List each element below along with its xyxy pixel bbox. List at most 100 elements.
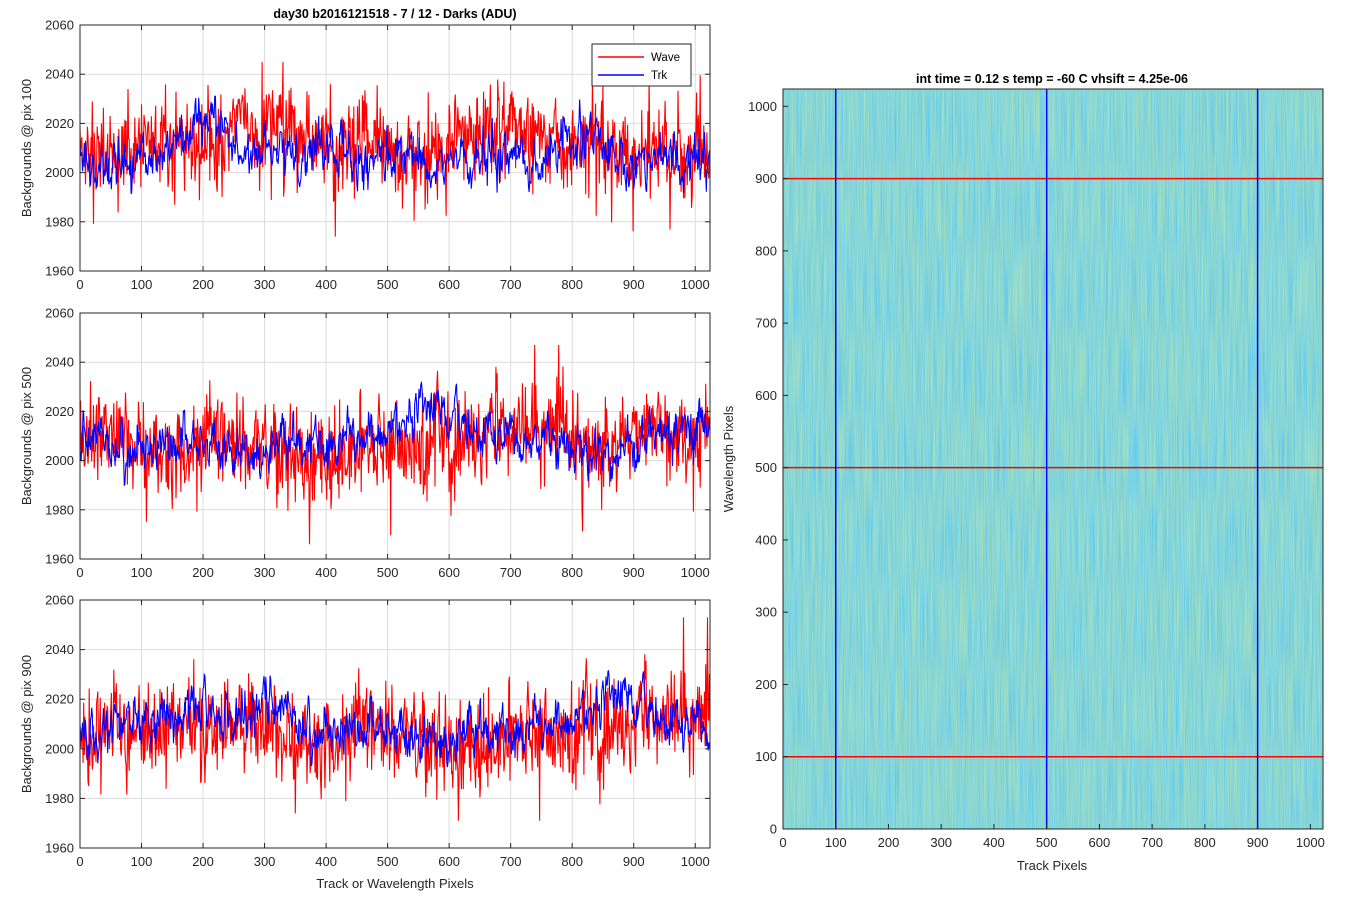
- line-panel-3: 0 100 200 300 400 500 600 700 800 900 1000 1960 1980…: [19, 593, 711, 891]
- xtick-label: 900: [623, 854, 645, 869]
- panel2-ylabel: Backgrounds @ pix 500: [19, 367, 34, 505]
- xtick-label: 0: [76, 565, 83, 580]
- heatmap-xtick-label: 700: [1141, 835, 1163, 850]
- ytick-label: 1960: [45, 552, 74, 567]
- heatmap-ytick-label: 0: [770, 822, 777, 837]
- panel2-axes-box: [79, 312, 711, 560]
- heatmap-axes-box: [782, 88, 1324, 830]
- xtick-label: 100: [131, 277, 153, 292]
- xtick-label: 300: [254, 854, 276, 869]
- heatmap-xtick-label: 900: [1247, 835, 1269, 850]
- ytick-label: 1960: [45, 264, 74, 279]
- line-panel-1: day30 b2016121518 - 7 / 12 - Darks (ADU)…: [19, 7, 711, 292]
- heatmap-xtick-label: 1000: [1296, 835, 1325, 850]
- xtick-label: 400: [315, 854, 337, 869]
- series-trk-line: [80, 380, 710, 486]
- xtick-label: 700: [500, 277, 522, 292]
- xtick-label: 1000: [681, 277, 710, 292]
- ytick-label: 1980: [45, 791, 74, 806]
- heatmap-image: [783, 89, 1323, 829]
- heatmap-ytick-label: 600: [755, 388, 777, 403]
- xtick-label: 800: [561, 565, 583, 580]
- legend-box: [591, 43, 692, 87]
- heatmap-ytick-label: 800: [755, 243, 777, 258]
- ytick-label: 2040: [45, 67, 74, 82]
- xtick-label: 700: [500, 565, 522, 580]
- legend-trk-label: Trk: [651, 70, 667, 82]
- ytick-label: 2040: [45, 355, 74, 370]
- line-panel-2: 0 100 200 300 400 500 600 700 800 900 1000 1960 1980…: [19, 306, 711, 580]
- series-wave-line: [80, 61, 710, 237]
- panel3-ticks: 0 100 200 300 400 500 600 700 800 900 1000 1960 1980…: [45, 593, 710, 869]
- ytick-label: 2060: [45, 306, 74, 321]
- panel3-axes-box: [79, 599, 711, 849]
- panel1-title: day30 b2016121518 - 7 / 12 - Darks (ADU): [273, 7, 516, 21]
- heatmap-xlabel: Track Pixels: [1017, 858, 1088, 873]
- xtick-label: 600: [438, 565, 460, 580]
- ytick-label: 2020: [45, 404, 74, 419]
- panel1-axes-box: [79, 24, 711, 272]
- panel1-ticks: 0 100 200 300 400 500 600 700 800 900 1000 1960 1980…: [45, 18, 710, 292]
- xtick-label: 0: [76, 854, 83, 869]
- xtick-label: 500: [377, 854, 399, 869]
- panel2-series: [80, 344, 710, 545]
- xtick-label: 200: [192, 565, 214, 580]
- series-trk-line: [80, 95, 710, 195]
- xtick-label: 500: [377, 565, 399, 580]
- heatmap-xtick-label: 600: [1089, 835, 1111, 850]
- heatmap-xtick-label: 200: [878, 835, 900, 850]
- panel1-series: [80, 61, 710, 237]
- heatmap-xtick-label: 300: [930, 835, 952, 850]
- heatmap-ytick-label: 1000: [748, 99, 777, 114]
- panel3-xlabel: Track or Wavelength Pixels: [316, 876, 474, 891]
- xtick-label: 300: [254, 277, 276, 292]
- heatmap-xtick-label: 400: [983, 835, 1005, 850]
- xtick-label: 1000: [681, 854, 710, 869]
- series-trk-line: [80, 670, 710, 768]
- series-wave-line: [80, 344, 710, 545]
- ytick-label: 2000: [45, 741, 74, 756]
- xtick-label: 400: [315, 565, 337, 580]
- heatmap-marker-lines: [783, 89, 1323, 829]
- xtick-label: 500: [377, 277, 399, 292]
- heatmap-ytick-label: 500: [755, 460, 777, 475]
- xtick-label: 0: [76, 277, 83, 292]
- ytick-label: 2060: [45, 18, 74, 33]
- heatmap-xtick-label: 800: [1194, 835, 1216, 850]
- ytick-label: 2040: [45, 642, 74, 657]
- xtick-label: 400: [315, 277, 337, 292]
- xtick-label: 100: [131, 854, 153, 869]
- panel1-ylabel: Backgrounds @ pix 100: [19, 79, 34, 217]
- heatmap-ytick-label: 400: [755, 532, 777, 547]
- ytick-label: 1960: [45, 841, 74, 856]
- ytick-label: 1980: [45, 214, 74, 229]
- ytick-label: 2020: [45, 692, 74, 707]
- ytick-label: 2000: [45, 165, 74, 180]
- legend: Wave Trk: [591, 43, 692, 87]
- heatmap-panel: int time = 0.12 s temp = -60 C vhsift = …: [721, 72, 1325, 873]
- heatmap-ytick-label: 700: [755, 316, 777, 331]
- panel2-ticks: 0 100 200 300 400 500 600 700 800 900 1000 1960 1980…: [45, 306, 710, 580]
- heatmap-title: int time = 0.12 s temp = -60 C vhsift = …: [916, 72, 1188, 86]
- xtick-label: 600: [438, 854, 460, 869]
- ytick-label: 2000: [45, 453, 74, 468]
- heatmap-xtick-label: 100: [825, 835, 847, 850]
- xtick-label: 600: [438, 277, 460, 292]
- xtick-label: 800: [561, 854, 583, 869]
- ytick-label: 2020: [45, 116, 74, 131]
- heatmap-xtick-label: 500: [1036, 835, 1058, 850]
- xtick-label: 200: [192, 854, 214, 869]
- ytick-label: 2060: [45, 593, 74, 608]
- ytick-label: 1980: [45, 502, 74, 517]
- legend-wave-label: Wave: [651, 52, 680, 64]
- heatmap-ticks: 0 100 200 300 400 500 600 700 800 900 1000 0 100 200 3…: [748, 99, 1325, 850]
- heatmap-xtick-label: 0: [779, 835, 786, 850]
- panel3-series: [80, 617, 710, 821]
- xtick-label: 900: [623, 277, 645, 292]
- panel3-ylabel: Backgrounds @ pix 900: [19, 655, 34, 793]
- xtick-label: 700: [500, 854, 522, 869]
- heatmap-ytick-label: 900: [755, 171, 777, 186]
- heatmap-ylabel: Wavelength Pixels: [721, 405, 736, 512]
- xtick-label: 300: [254, 565, 276, 580]
